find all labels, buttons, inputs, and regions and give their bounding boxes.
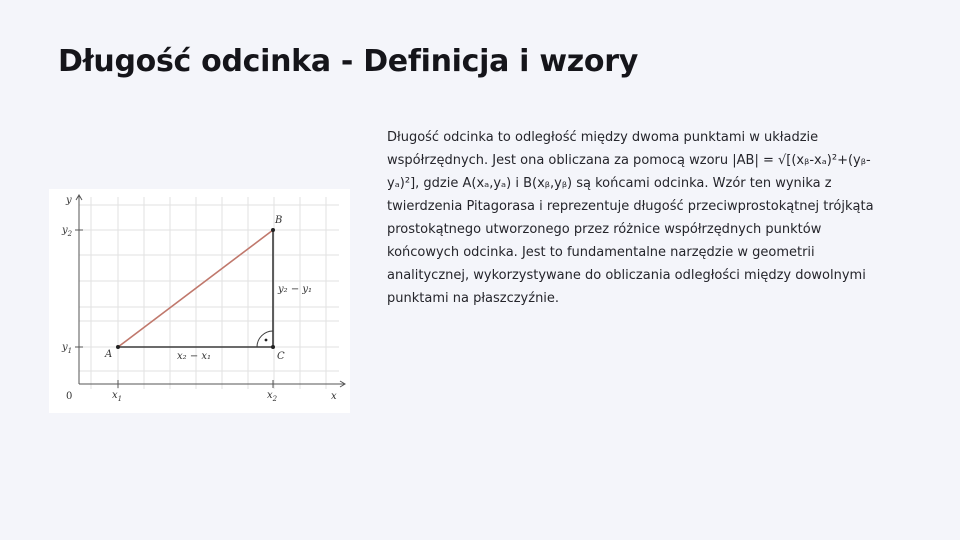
y-axis-arrow <box>75 194 83 201</box>
point-b-dot <box>271 228 275 232</box>
x1-tick-label: x1 <box>112 390 122 403</box>
point-b-label: B <box>274 215 282 226</box>
point-c-label: C <box>277 351 285 362</box>
horizontal-leg-label: x₂ − x₁ <box>177 351 211 362</box>
point-a-dot <box>116 345 120 349</box>
point-a-label: A <box>104 349 112 360</box>
right-angle-dot <box>264 338 268 342</box>
body-text: Długość odcinka to odległość między dwom… <box>387 130 874 306</box>
coordinate-diagram: y x 0 y2 y1 x1 x2 A B C x₂ − x₁ y₂ − y₁ <box>61 194 346 403</box>
x2-tick-label: x2 <box>267 390 278 403</box>
y2-tick-label: y2 <box>61 225 73 238</box>
coordinate-figure: y x 0 y2 y1 x1 x2 A B C x₂ − x₁ y₂ − y₁ <box>49 189 350 413</box>
slide-title: Długość odcinka - Definicja i wzory <box>58 44 638 79</box>
y1-tick-label: y1 <box>61 342 72 355</box>
axes <box>75 194 346 388</box>
x-axis-label: x <box>331 391 337 402</box>
vertical-leg-label: y₂ − y₁ <box>277 284 312 295</box>
point-c-dot <box>271 345 275 349</box>
origin-label: 0 <box>66 391 72 402</box>
right-angle-arc <box>256 330 274 348</box>
y-axis-label: y <box>65 195 72 206</box>
x-axis-arrow <box>339 380 346 388</box>
hypotenuse-ab <box>117 229 274 348</box>
